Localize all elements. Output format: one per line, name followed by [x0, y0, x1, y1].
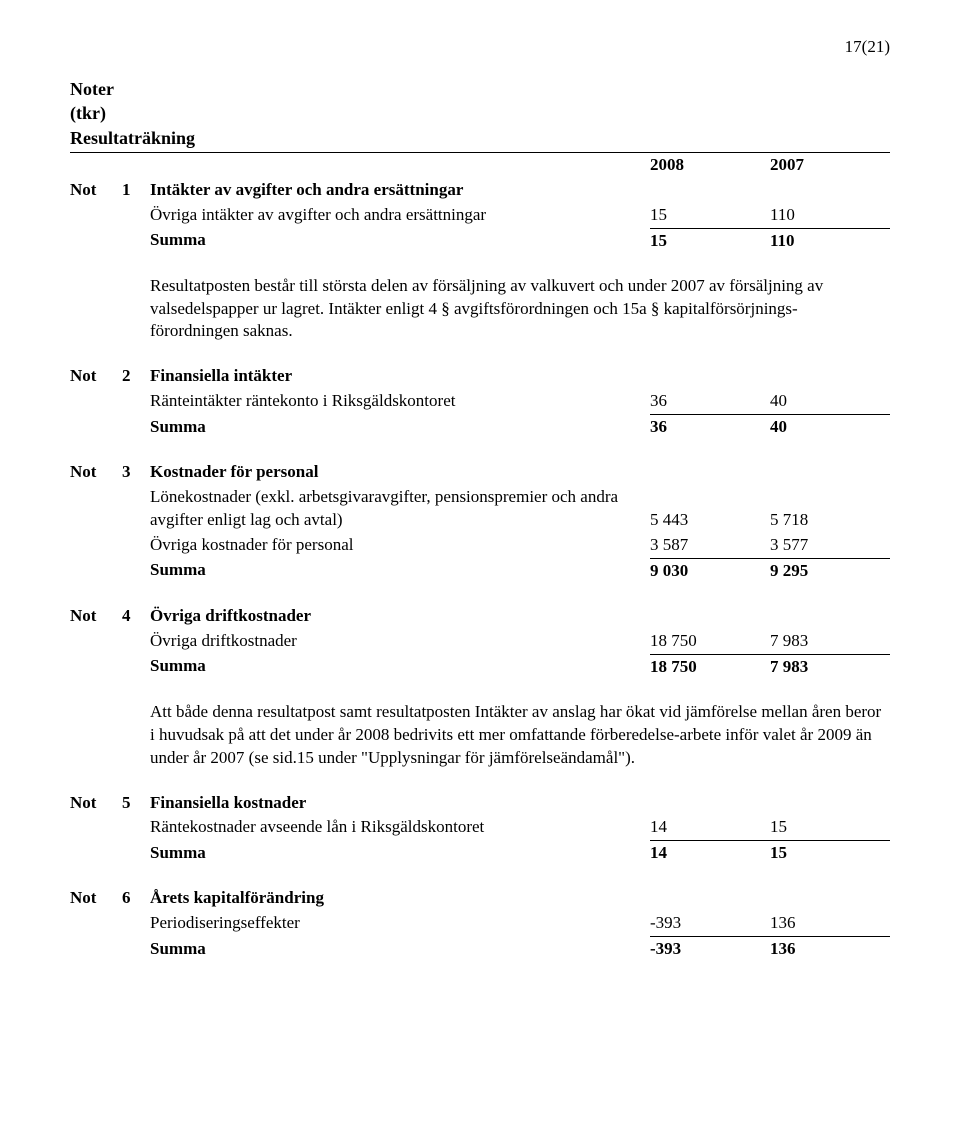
not5-row1-v1: 14 [650, 815, 770, 840]
not1-row1-v1: 15 [650, 203, 770, 228]
not6-row1-label: Periodiseringseffekter [150, 911, 650, 936]
not2-summa-v2: 40 [770, 415, 890, 440]
year-2008: 2008 [650, 152, 770, 177]
not3-row2-v2: 3 577 [770, 533, 890, 558]
not3-row1-v2: 5 718 [770, 485, 890, 533]
not1-row1-label: Övriga intäkter av avgifter och andra er… [150, 203, 650, 228]
not-label-2: Not [70, 364, 122, 389]
not-label-3: Not [70, 460, 122, 485]
notes-table: 2008 2007 Not 1 Intäkter av avgifter och… [70, 150, 890, 962]
not2-summa-v1: 36 [650, 415, 770, 440]
year-2007: 2007 [770, 152, 890, 177]
not1-row1-v2: 110 [770, 203, 890, 228]
not4-row1-v2: 7 983 [770, 629, 890, 654]
not6-summa-label: Summa [150, 937, 650, 962]
not3-row2-label: Övriga kostnader för personal [150, 533, 650, 558]
not5-title: Finansiella kostnader [150, 791, 650, 816]
not1-title: Intäkter av avgifter och andra ersättnin… [150, 178, 650, 203]
not4-summa-label: Summa [150, 654, 650, 679]
not6-title: Årets kapitalförändring [150, 886, 650, 911]
not1-summa-v1: 15 [650, 228, 770, 253]
not5-summa-v2: 15 [770, 841, 890, 866]
not2-title: Finansiella intäkter [150, 364, 650, 389]
not5-summa-label: Summa [150, 841, 650, 866]
not5-row1-v2: 15 [770, 815, 890, 840]
heading-noter: Noter [70, 77, 890, 101]
not1-paragraph: Resultatposten består till största delen… [150, 274, 890, 345]
not3-summa-v2: 9 295 [770, 558, 890, 583]
not3-summa-v1: 9 030 [650, 558, 770, 583]
not-label-6: Not [70, 886, 122, 911]
not6-row1-v2: 136 [770, 911, 890, 936]
not2-num: 2 [122, 364, 150, 389]
not4-summa-v2: 7 983 [770, 654, 890, 679]
heading-tkr: (tkr) [70, 101, 890, 125]
not3-title: Kostnader för personal [150, 460, 650, 485]
not4-title: Övriga driftkostnader [150, 604, 650, 629]
page-number: 17(21) [70, 36, 890, 59]
not6-summa-v1: -393 [650, 937, 770, 962]
not3-row2-v1: 3 587 [650, 533, 770, 558]
not4-row1-label: Övriga driftkostnader [150, 629, 650, 654]
heading-resultat: Resultaträkning [70, 126, 890, 150]
not3-summa-label: Summa [150, 558, 650, 583]
not3-num: 3 [122, 460, 150, 485]
not5-num: 5 [122, 791, 150, 816]
not1-summa-v2: 110 [770, 228, 890, 253]
not5-row1-label: Räntekostnader avseende lån i Riksgäldsk… [150, 815, 650, 840]
not2-row1-v2: 40 [770, 389, 890, 414]
not4-summa-v1: 18 750 [650, 654, 770, 679]
not6-summa-v2: 136 [770, 937, 890, 962]
not3-row1-v1: 5 443 [650, 485, 770, 533]
not5-summa-v1: 14 [650, 841, 770, 866]
not4-paragraph: Att både denna resultatpost samt resulta… [150, 700, 890, 771]
not2-summa-label: Summa [150, 415, 650, 440]
not2-row1-label: Ränteintäkter räntekonto i Riksgäldskont… [150, 389, 650, 414]
not4-num: 4 [122, 604, 150, 629]
not1-summa-label: Summa [150, 228, 650, 253]
not2-row1-v1: 36 [650, 389, 770, 414]
not1-num: 1 [122, 178, 150, 203]
not3-row1-label: Lönekostnader (exkl. arbetsgivaravgifter… [150, 485, 650, 533]
not6-row1-v1: -393 [650, 911, 770, 936]
not4-row1-v1: 18 750 [650, 629, 770, 654]
not-label-1: Not [70, 178, 122, 203]
not6-num: 6 [122, 886, 150, 911]
not-label-4: Not [70, 604, 122, 629]
not-label-5: Not [70, 791, 122, 816]
